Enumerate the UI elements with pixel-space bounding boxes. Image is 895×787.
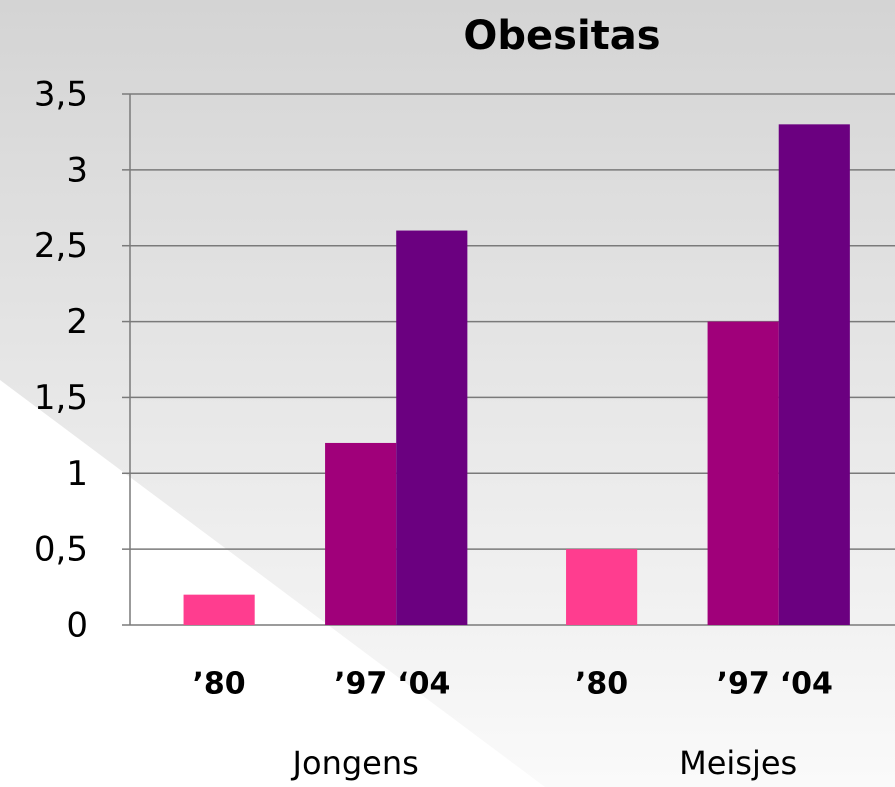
background-triangle [0,380,545,787]
series-label: ’80 [575,667,628,702]
y-tick-label: 3,5 [34,75,88,115]
y-tick-label: 0,5 [34,530,88,570]
y-tick-label: 2,5 [34,226,88,266]
series-label: ’97 [717,667,770,702]
series-label: ’97 [334,667,387,702]
y-tick-label: 3 [66,150,88,190]
y-tick-label: 0 [66,606,88,646]
bar [778,124,850,625]
chart-title: Obesitas [463,13,660,59]
plot-area: 0 0,5 1 1,5 2 2,5 3 3,5 ’80 ’97 ‘04 Jongens ’80 ’97 ‘0… [34,75,895,782]
bar [396,230,468,626]
bar [707,321,779,625]
bar [183,594,255,625]
bar [566,549,638,625]
series-label: ‘04 [397,667,450,702]
x-tick-label: Meisjes [679,744,797,782]
y-tick-label: 2 [66,302,88,342]
series-label: ‘04 [780,667,833,702]
y-tick-label: 1,5 [34,378,88,418]
y-tick-label: 1 [66,454,88,494]
x-tick-label: Jongens [291,744,419,782]
bar [325,442,397,625]
series-label: ’80 [193,667,246,702]
